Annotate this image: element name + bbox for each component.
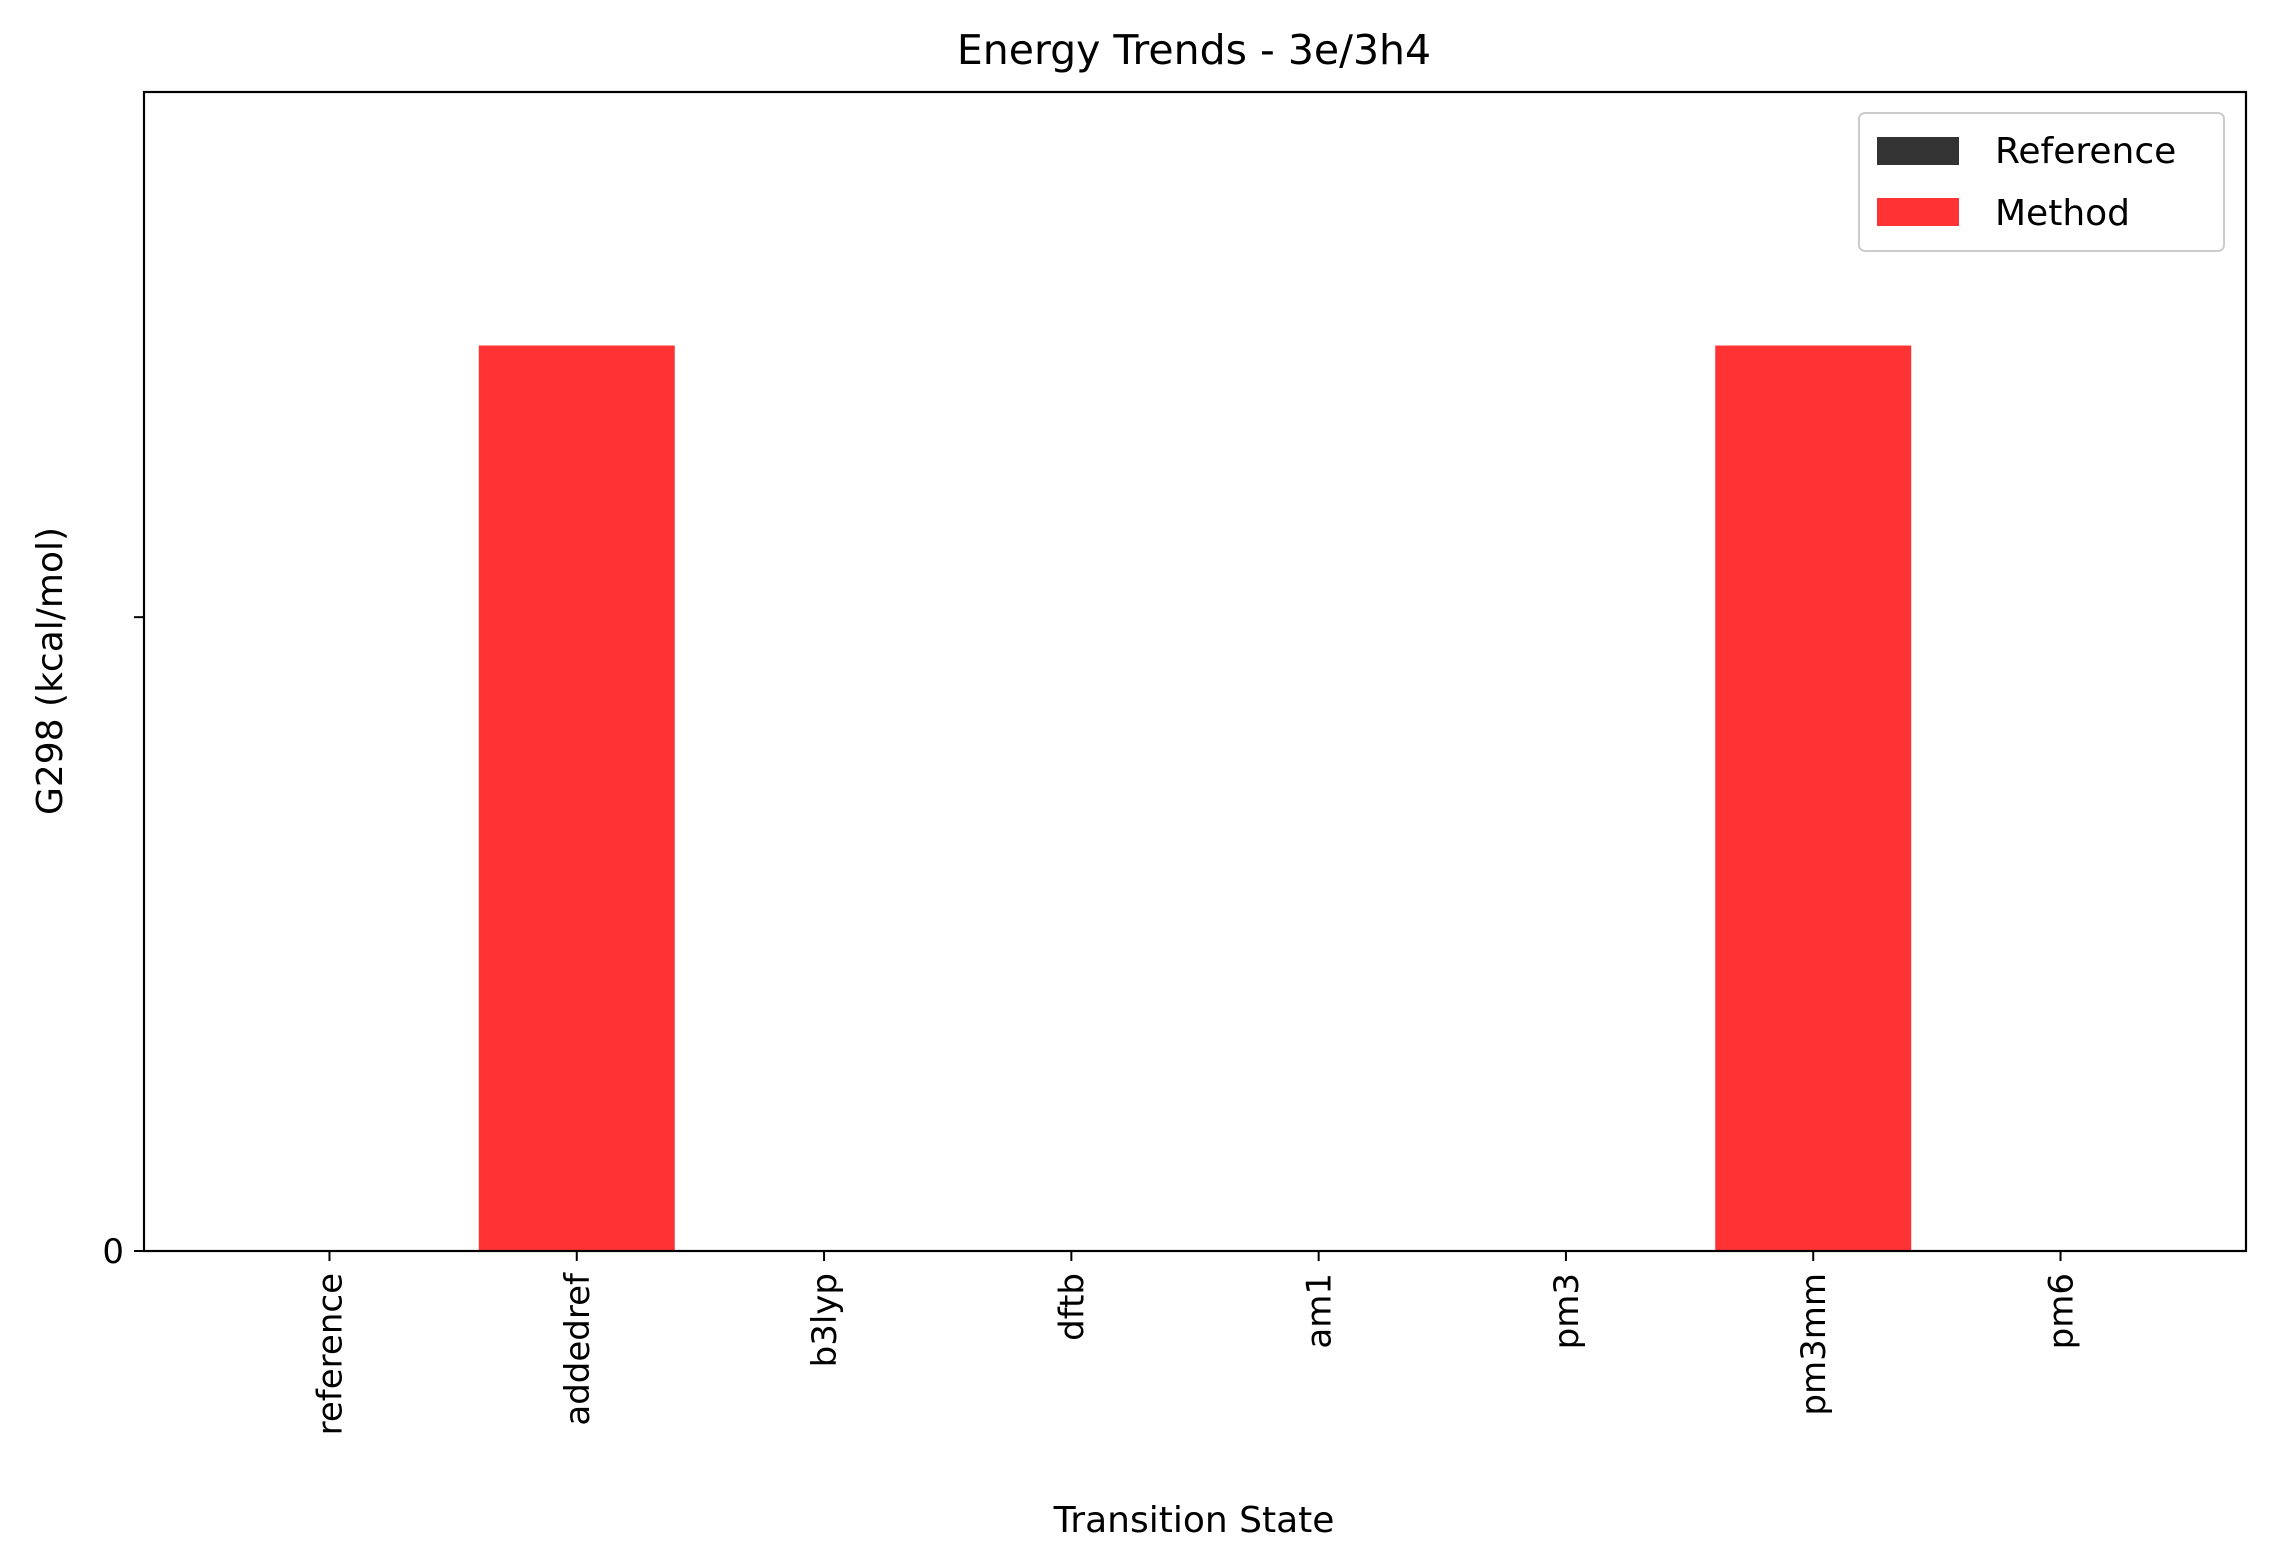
x-tick-label-am1: am1 — [1300, 1273, 1340, 1349]
x-tick-label-dftb: dftb — [1052, 1273, 1092, 1341]
y-tick-label-0: 0 — [102, 1232, 124, 1272]
legend-swatch-method — [1877, 198, 1959, 226]
legend-label-reference: Reference — [1995, 131, 2176, 172]
x-tick-label-addedref: addedref — [558, 1272, 598, 1426]
x-tick-label-b3lyp: b3lyp — [805, 1273, 845, 1367]
x-tick-label-pm3: pm3 — [1547, 1273, 1587, 1349]
legend-swatch-reference — [1877, 137, 1959, 165]
x-axis-label: Transition State — [1053, 1500, 1335, 1541]
x-tick-label-pm6: pm6 — [2042, 1273, 2082, 1349]
legend: Reference Method — [1858, 112, 2225, 252]
x-tick-label-pm3mm: pm3mm — [1794, 1273, 1834, 1416]
x-tick-label-reference: reference — [310, 1273, 350, 1435]
plot-area-frame — [142, 90, 2248, 1253]
bars-layer — [478, 345, 1912, 1251]
chart-title: Energy Trends - 3e/3h4 — [957, 26, 1431, 74]
x-axis-ticks: reference addedref b3lyp dftb am1 pm3 pm3mm pm6 — [310, 1251, 2082, 1435]
bar-method-addedref — [478, 345, 675, 1251]
legend-label-method: Method — [1995, 193, 2130, 234]
bar-method-pm3mm — [1715, 345, 1912, 1251]
y-axis-label: G298 (kcal/mol) — [30, 527, 71, 815]
y-axis-ticks: 0 — [102, 616, 144, 1272]
